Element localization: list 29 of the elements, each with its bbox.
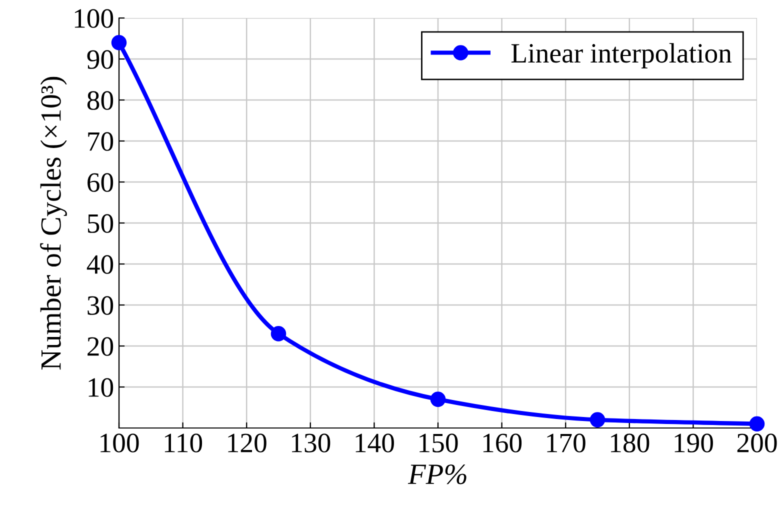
x-tick-label: 140 [356,434,394,452]
x-tick-label: 200 [737,434,777,452]
point [270,326,286,342]
y-tick-label: 40 [86,255,114,274]
y-tick-label: 70 [88,132,114,151]
legend-label: Linear interpolation [511,43,732,68]
x-tick-label: 160 [483,434,522,452]
x-tick-label: 170 [547,434,586,452]
y-tick-label: 10 [88,378,114,397]
point [111,34,127,50]
y-tick-label: 60 [88,173,114,192]
point [430,392,446,407]
x-tick-label: 110 [164,434,202,452]
x-tick-label: 190 [674,434,713,452]
point [749,416,765,432]
y-tick-label: 20 [88,337,114,356]
x-axis-title: FP% [408,464,466,484]
point [590,412,606,428]
x-tick-label: 130 [292,434,330,452]
x-tick-label: 100 [100,434,139,452]
y-axis-title: Number of Cycles (×10³) [40,76,67,370]
y-tick-label: 50 [88,214,114,233]
x-tick-label: 120 [228,434,266,452]
y-tick-label: 90 [87,50,114,69]
y-tick-label: 100 [74,9,114,28]
y-tick-label: 80 [87,91,114,110]
x-tick-label: 180 [611,434,650,452]
x-tick-label: 150 [420,434,458,452]
y-tick-label: 30 [88,296,114,315]
